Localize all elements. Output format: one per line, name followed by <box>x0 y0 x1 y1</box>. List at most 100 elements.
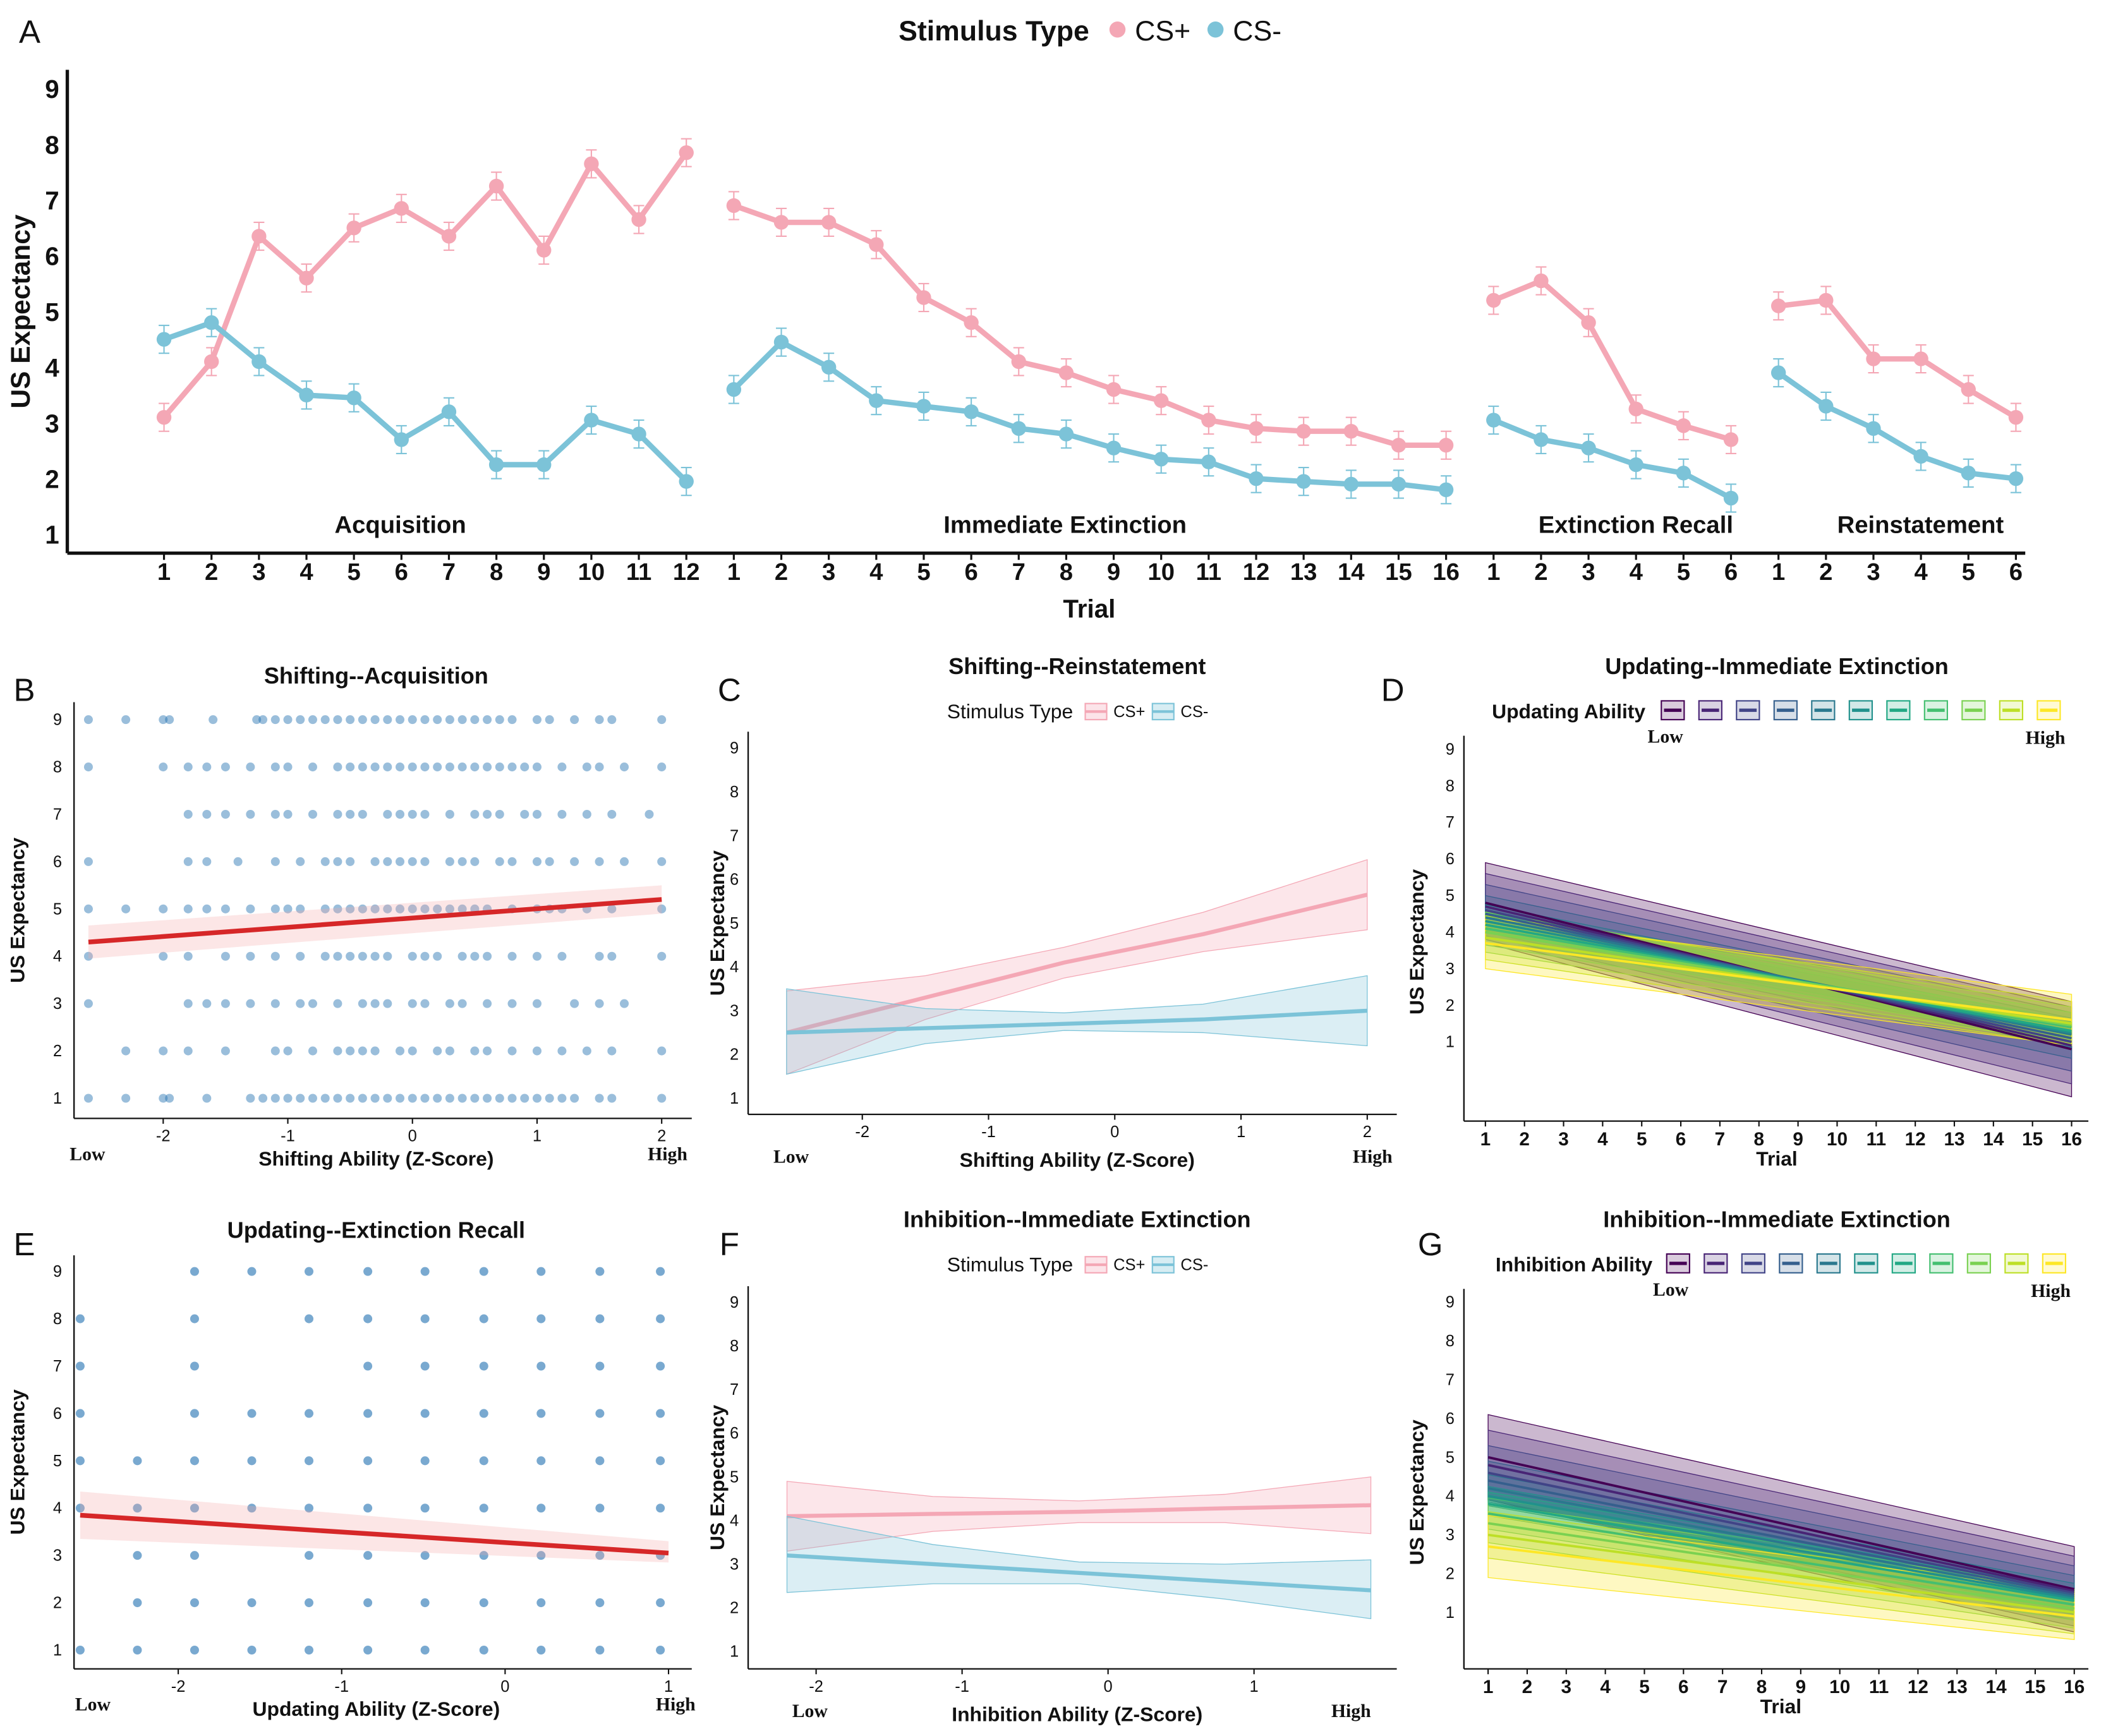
data-point <box>346 390 361 406</box>
scatter-point <box>620 999 629 1008</box>
x-tick-label: 11 <box>1196 558 1221 586</box>
x-tick-label: 16 <box>2064 1677 2085 1697</box>
scatter-point <box>507 763 517 772</box>
series-line <box>786 1008 1367 1035</box>
scatter-point <box>656 1456 665 1466</box>
data-point <box>1154 452 1169 467</box>
y-tick-label: 8 <box>1446 1332 1455 1350</box>
scatter-point <box>445 1046 454 1056</box>
series-line <box>787 1503 1371 1519</box>
scatter-point <box>545 1094 554 1103</box>
data-point <box>1154 393 1169 408</box>
scatter-point <box>433 904 442 913</box>
scatter-point <box>270 951 280 961</box>
y-tick-label: 1 <box>45 521 59 550</box>
data-point <box>916 399 931 414</box>
confidence-band <box>1487 1515 2075 1641</box>
scatter-point <box>75 1456 85 1466</box>
y-tick-label: 6 <box>1446 850 1455 868</box>
data-point <box>1628 401 1643 417</box>
scatter-point <box>445 809 454 819</box>
scatter-point <box>304 1314 314 1323</box>
scatter-point <box>83 763 93 772</box>
scatter-point <box>595 1504 605 1513</box>
y-tick-label: 4 <box>45 353 59 382</box>
data-point <box>251 354 267 370</box>
y-tick-label: 5 <box>53 1452 62 1470</box>
data-point <box>1486 413 1501 428</box>
scatter-point <box>221 999 230 1008</box>
ability-level-line <box>1487 1456 2075 1591</box>
x-tick-label: 4 <box>1914 558 1928 586</box>
scatter-point <box>420 1598 430 1608</box>
y-tick-label: 6 <box>730 1425 739 1442</box>
scatter-point <box>495 809 504 819</box>
scatter-point <box>408 904 417 913</box>
scatter-point <box>75 1645 85 1655</box>
scatter-point <box>202 763 212 772</box>
scatter-point <box>121 1094 131 1103</box>
scatter-point <box>363 1267 373 1276</box>
scatter-point <box>532 715 542 725</box>
scatter-point <box>483 1094 492 1103</box>
scatter-point <box>283 715 293 725</box>
scatter-point <box>308 809 317 819</box>
scatter-point <box>470 857 480 866</box>
series-cs-plus <box>786 859 1368 1075</box>
scatter-point <box>408 715 417 725</box>
data-point <box>251 229 267 244</box>
y-tick-label: 2 <box>45 465 59 494</box>
ability-level-line <box>1487 1545 2075 1618</box>
scatter-point <box>370 1046 380 1056</box>
regression-line <box>88 897 662 944</box>
scatter-point <box>333 715 342 725</box>
y-tick-label: 3 <box>730 1002 739 1020</box>
x-tick-label: 4 <box>300 558 313 586</box>
y-tick-label: 9 <box>53 1263 62 1281</box>
series-line <box>1777 370 2016 481</box>
scatter-point <box>370 904 380 913</box>
scatter-point <box>308 763 317 772</box>
y-tick-label: 8 <box>730 783 739 801</box>
scatter-point <box>165 1094 174 1103</box>
scatter-point <box>483 809 492 819</box>
scatter-point <box>445 904 454 913</box>
data-point <box>1961 466 1976 481</box>
x-tick-label: 4 <box>1597 1129 1608 1150</box>
scatter-point <box>595 1551 605 1560</box>
x-tick-label: 5 <box>1677 558 1690 586</box>
scatter-point <box>420 1551 430 1560</box>
x-tick-label: -1 <box>955 1678 969 1696</box>
series-line <box>787 1553 1371 1593</box>
y-tick-label: 5 <box>730 915 739 932</box>
x-tick-label: 6 <box>1676 1129 1686 1150</box>
scatter-point <box>370 857 380 866</box>
scatter-point <box>308 715 317 725</box>
scatter-point <box>133 1551 142 1560</box>
scatter-point <box>320 1094 330 1103</box>
scatter-point <box>545 857 554 866</box>
scatter-point <box>370 999 380 1008</box>
scatter-point <box>308 1094 317 1103</box>
scatter-point <box>545 715 554 725</box>
legend-high-label: High <box>2031 1281 2071 1301</box>
scatter-point <box>320 857 330 866</box>
x-tick-label: 2 <box>1519 1129 1530 1150</box>
x-tick-label: 3 <box>1558 1129 1569 1150</box>
data-point <box>536 243 552 258</box>
legend-label: CS+ <box>1113 1257 1145 1274</box>
scatter-point <box>358 904 367 913</box>
x-tick-label: 2 <box>1522 1677 1533 1697</box>
scatter-point <box>346 763 355 772</box>
scatter-point <box>202 857 212 866</box>
x-tick-label: 5 <box>917 558 930 586</box>
legend-label: CS- <box>1180 703 1208 721</box>
scatter-point <box>75 1361 85 1371</box>
legend: Stimulus Type CS+ CS- <box>947 700 1209 723</box>
scatter-point <box>420 904 430 913</box>
panel-letter: F <box>720 1226 739 1262</box>
legend-marker-cs-minus <box>1207 21 1224 38</box>
x-tick-label: 8 <box>1753 1129 1764 1150</box>
panel-f: 1 2 3 4 5 6 7 8 9 -2 -1 0 1 Low High Inhibition Ability… <box>706 1207 1397 1726</box>
